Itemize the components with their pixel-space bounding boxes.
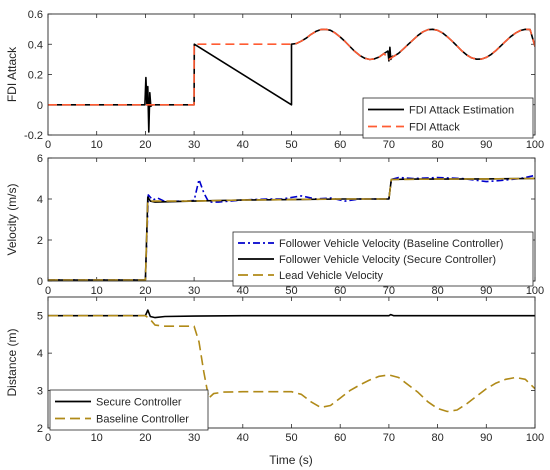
x-tick-label: 0 xyxy=(45,285,51,297)
x-tick-label: 70 xyxy=(383,139,395,151)
x-tick-label: 100 xyxy=(526,432,544,444)
legend-label-2: Follower Vehicle Velocity (Secure Contro… xyxy=(279,254,496,266)
x-tick-label: 40 xyxy=(237,432,249,444)
series-group xyxy=(48,309,535,413)
y-axis-label: FDI Attack xyxy=(5,46,19,102)
series-line-1 xyxy=(48,309,535,319)
x-tick-label: 60 xyxy=(334,432,346,444)
x-tick-label: 0 xyxy=(45,139,51,151)
x-tick-label: 30 xyxy=(188,285,200,297)
x-tick-label: 90 xyxy=(480,432,492,444)
x-tick-label: 40 xyxy=(237,285,249,297)
legend-label-1: FDI Attack Estimation xyxy=(409,105,514,117)
x-tick-label: 60 xyxy=(334,139,346,151)
y-tick-label: 0.4 xyxy=(28,39,43,51)
y-axis-label: Distance (m) xyxy=(5,328,19,396)
subplot-2: 0 10 20 30 40 50 60 70 80 90 100 0 2 4 6 Velocity (m/s)… xyxy=(5,153,544,297)
x-tick-label: 40 xyxy=(237,139,249,151)
legend-box xyxy=(232,231,534,287)
axes-box xyxy=(47,13,536,136)
x-tick-label: 80 xyxy=(431,432,443,444)
legend-box xyxy=(49,389,209,431)
x-tick-label: 100 xyxy=(526,139,544,151)
subplot-3: 0 10 20 30 40 50 60 70 80 90 100 2 3 4 5 Distance (m) Se… xyxy=(5,296,544,444)
legend-label-1: Secure Controller xyxy=(96,397,182,409)
subplot-1: 0 10 20 30 40 50 60 70 80 90 100-0.200.20.40.6FDI … xyxy=(5,9,544,151)
legend: Follower Vehicle Velocity (Baseline Cont… xyxy=(232,231,534,287)
legend-label-2: Baseline Controller xyxy=(96,414,189,426)
x-axis-label: Time (s) xyxy=(269,453,313,467)
x-tick-label: 50 xyxy=(285,285,297,297)
series-line-1 xyxy=(48,174,535,281)
x-tick-label: 70 xyxy=(383,285,395,297)
x-tick-label: 90 xyxy=(480,285,492,297)
y-axis-label: Velocity (m/s) xyxy=(5,183,19,255)
series-group xyxy=(48,174,535,281)
y-tick-label: 0.2 xyxy=(28,70,43,82)
y-tick-label: 2 xyxy=(37,423,43,435)
x-tick-label: 100 xyxy=(526,285,544,297)
y-tick-label: 4 xyxy=(37,348,43,360)
y-tick-label: 0 xyxy=(37,276,43,288)
x-tick-label: 30 xyxy=(188,139,200,151)
x-tick-label: 50 xyxy=(285,139,297,151)
x-tick-label: 90 xyxy=(480,139,492,151)
x-tick-label: 10 xyxy=(91,139,103,151)
legend-label-3: Lead Vehicle Velocity xyxy=(279,270,383,282)
x-tick-label: 10 xyxy=(91,285,103,297)
legend: Secure Controller Baseline Controller xyxy=(49,389,209,431)
x-tick-label: 20 xyxy=(139,285,151,297)
y-tick-label: 0.6 xyxy=(28,9,43,21)
y-tick-label: 5 xyxy=(37,311,43,323)
x-tick-label: 20 xyxy=(139,139,151,151)
x-tick-label: 10 xyxy=(91,432,103,444)
legend-label-2: FDI Attack xyxy=(409,122,460,134)
x-tick-label: 80 xyxy=(431,139,443,151)
y-tick-label: 0 xyxy=(37,100,43,112)
y-tick-label: -0.2 xyxy=(24,130,43,142)
series-group xyxy=(48,28,535,133)
legend: FDI Attack Estimation FDI Attack xyxy=(362,97,534,139)
x-tick-label: 80 xyxy=(431,285,443,297)
series-line-2 xyxy=(48,28,535,106)
x-tick-label: 50 xyxy=(285,432,297,444)
y-tick-label: 3 xyxy=(37,386,43,398)
axes-box xyxy=(47,296,536,429)
y-tick-label: 4 xyxy=(37,194,43,206)
x-tick-label: 70 xyxy=(383,432,395,444)
x-tick-label: 0 xyxy=(45,432,51,444)
y-tick-label: 6 xyxy=(37,153,43,165)
x-tick-label: 30 xyxy=(188,432,200,444)
legend-label-1: Follower Vehicle Velocity (Baseline Cont… xyxy=(279,238,503,250)
x-tick-label: 20 xyxy=(139,432,151,444)
series-line-2 xyxy=(48,314,535,413)
legend-box xyxy=(362,97,534,139)
x-tick-label: 60 xyxy=(334,285,346,297)
y-tick-label: 2 xyxy=(37,235,43,247)
